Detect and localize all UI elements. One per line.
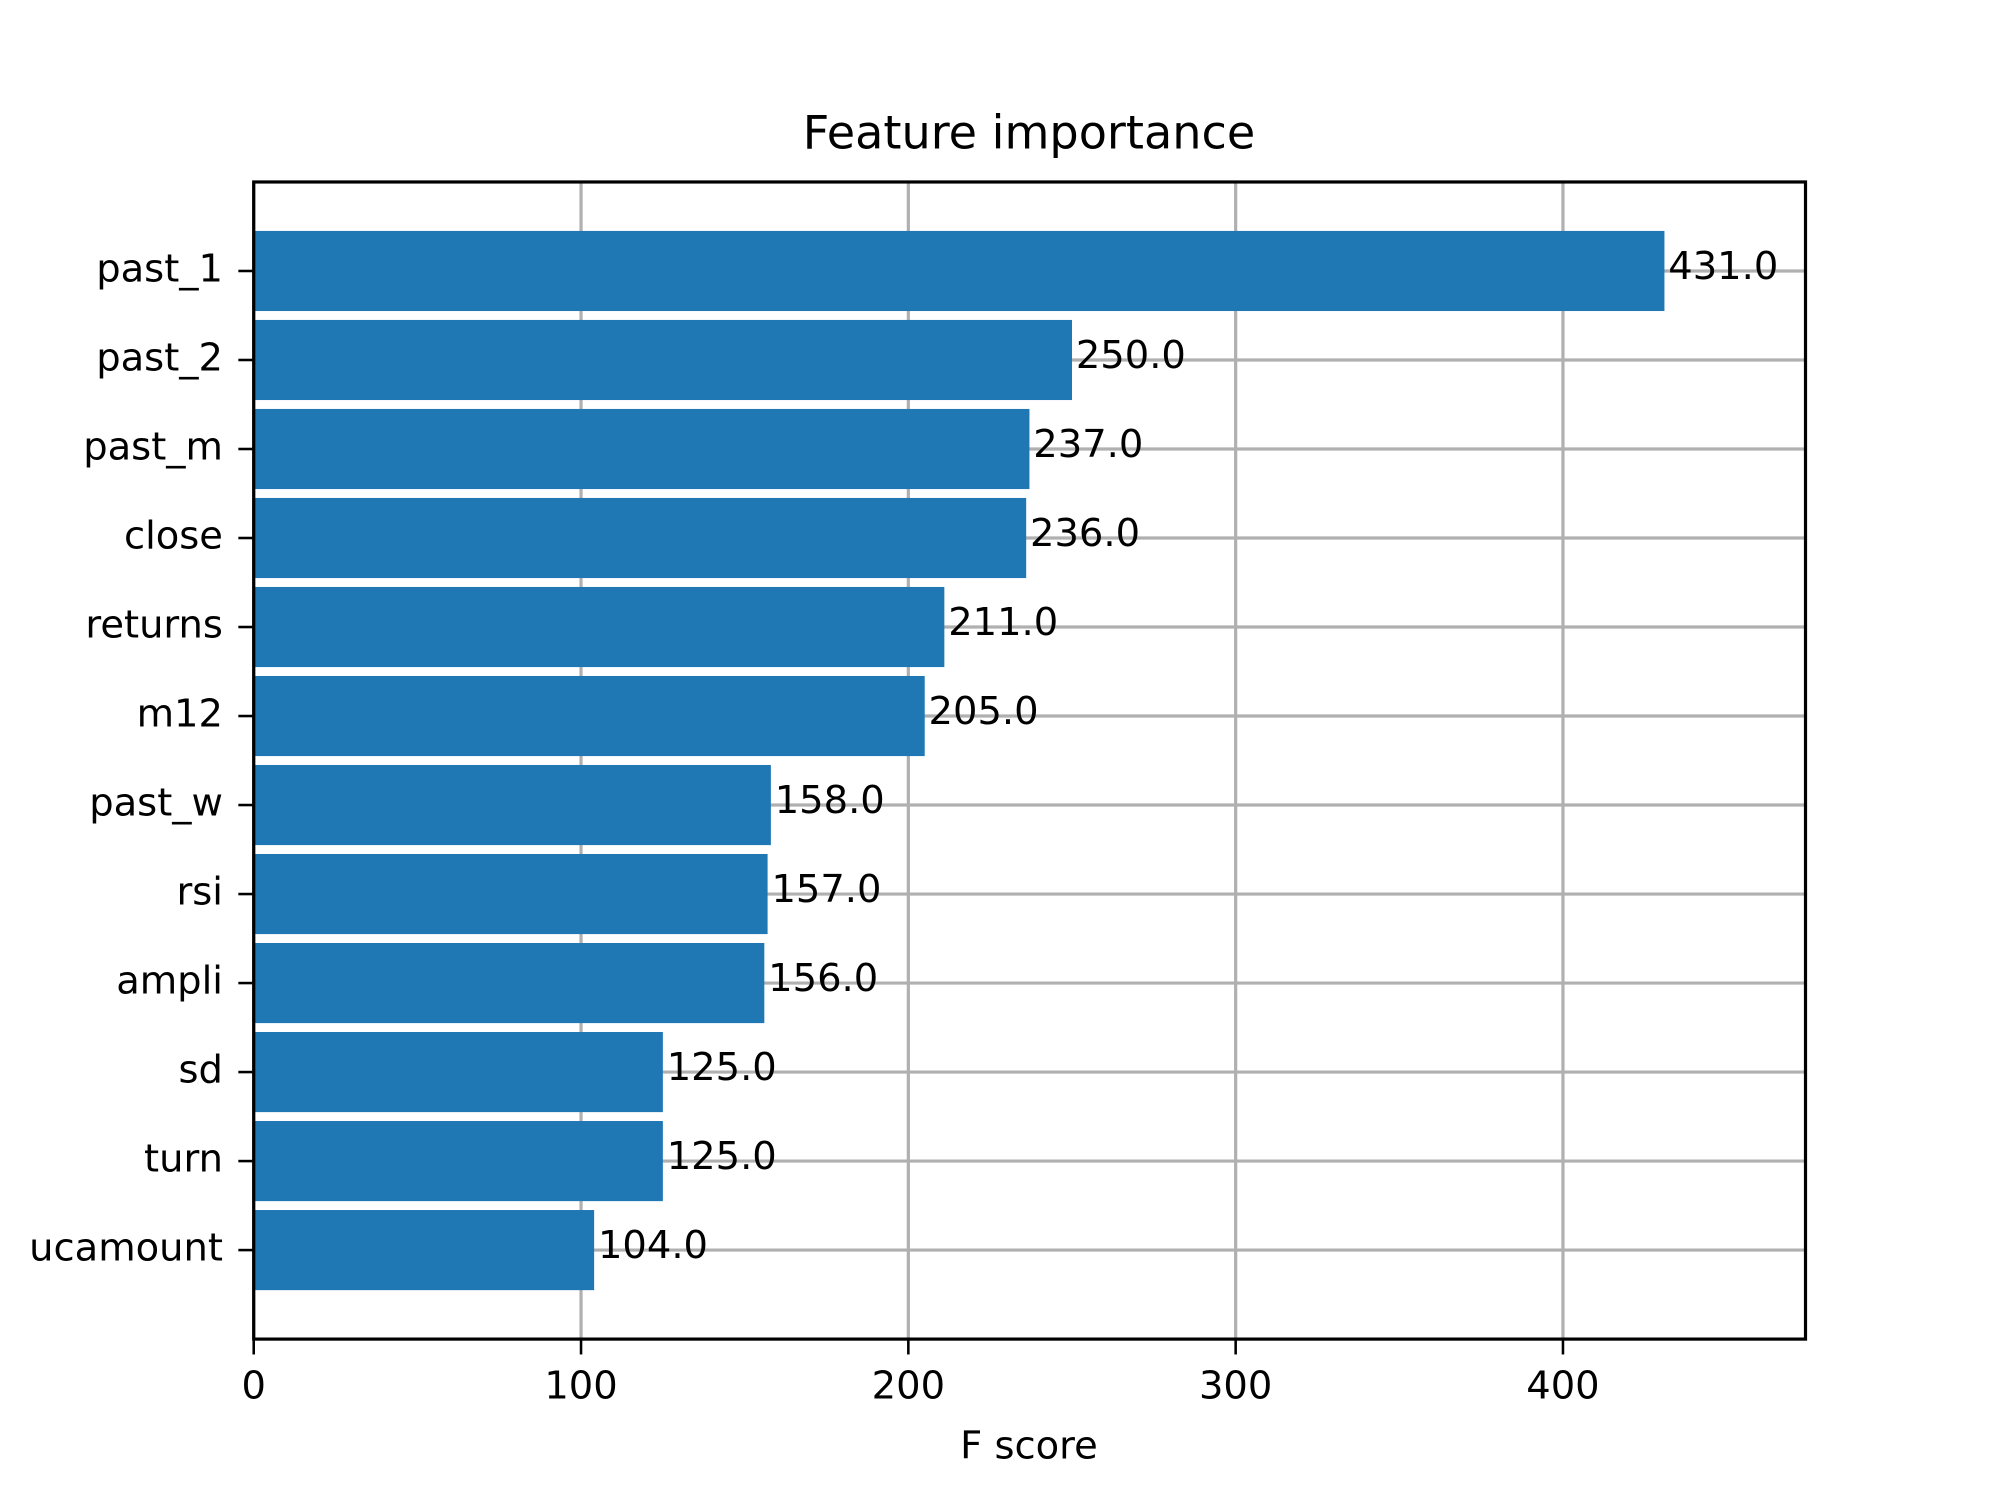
- x-tick-label: 100: [544, 1363, 617, 1408]
- bar: [253, 1032, 663, 1113]
- x-tick-label: 0: [241, 1363, 265, 1408]
- value-label: 211.0: [948, 600, 1058, 645]
- x-tick-label: 300: [1199, 1363, 1272, 1408]
- value-label: 250.0: [1076, 333, 1186, 378]
- y-tick-label: m12: [137, 692, 223, 737]
- value-label: 431.0: [1668, 244, 1778, 289]
- value-label: 237.0: [1033, 422, 1143, 467]
- y-tick-label: rsi: [176, 870, 223, 915]
- x-axis-label: F score: [960, 1424, 1098, 1469]
- y-tick-label: turn: [144, 1137, 223, 1182]
- y-tick-label: past_2: [96, 335, 223, 380]
- value-label: 125.0: [667, 1045, 777, 1090]
- plot-frame: [252, 180, 1808, 1341]
- bar: [253, 319, 1073, 401]
- y-tick-label: returns: [85, 603, 223, 648]
- x-tick-label: 400: [1526, 1363, 1599, 1408]
- y-tick-label: close: [124, 514, 223, 559]
- bar: [253, 497, 1027, 579]
- x-tick-label: 200: [872, 1363, 945, 1408]
- value-label: 236.0: [1030, 511, 1140, 556]
- value-label: 156.0: [768, 956, 878, 1001]
- y-tick-label: ampli: [116, 959, 223, 1004]
- bar: [253, 764, 771, 846]
- value-label: 158.0: [775, 778, 885, 823]
- value-label: 125.0: [667, 1134, 777, 1179]
- value-label: 205.0: [929, 689, 1039, 734]
- bar: [253, 1121, 663, 1202]
- value-label: 104.0: [598, 1223, 708, 1268]
- bar: [253, 586, 945, 668]
- bar: [253, 408, 1030, 490]
- bar: [253, 230, 1665, 312]
- y-tick-label: past_m: [83, 425, 223, 470]
- y-tick-label: sd: [179, 1048, 223, 1093]
- bar: [253, 1210, 595, 1291]
- y-tick-label: past_w: [89, 781, 223, 826]
- chart-title: Feature importance: [803, 105, 1256, 159]
- value-label: 157.0: [771, 867, 881, 912]
- y-tick-label: ucamount: [29, 1226, 223, 1271]
- y-tick-label: past_1: [96, 246, 223, 291]
- bar: [253, 943, 765, 1024]
- bar: [253, 675, 925, 757]
- bar: [253, 853, 768, 935]
